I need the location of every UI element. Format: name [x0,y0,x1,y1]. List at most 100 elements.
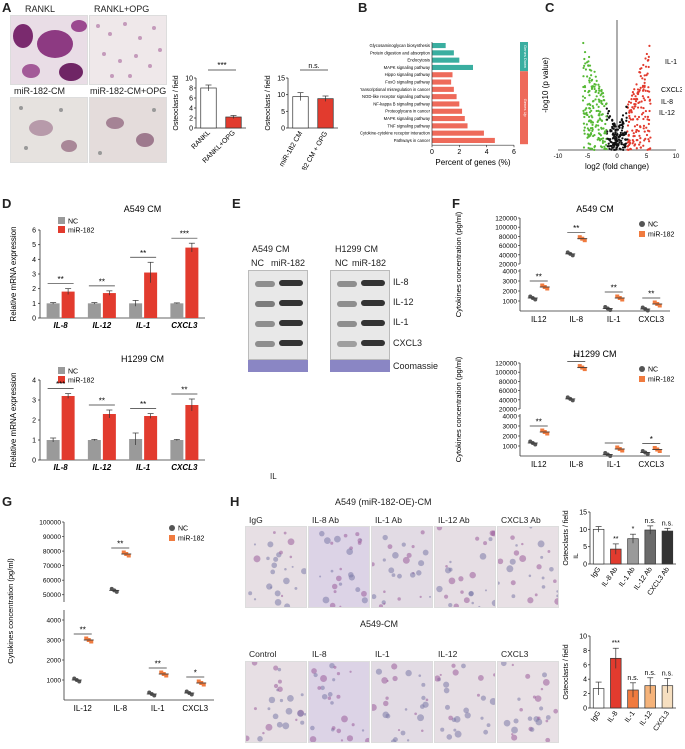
volcano-point [613,148,616,151]
y-tick-label: 8 [189,86,193,93]
x-tick-label: IL-1 [624,710,637,724]
volcano-point [638,143,641,146]
y-tick-label: 0 [583,706,587,713]
point-IL12-miR-182 [540,428,545,433]
micro-label-mir182-cm: miR-182-CM [14,86,66,96]
volcano-point [614,128,618,131]
pathway-bar-3 [432,64,473,70]
y-tick-label: 100000 [39,520,61,527]
pathway-label: Proteoglycans in cancer [385,109,430,114]
x-tick-label: IL-1 [607,460,621,469]
y-tick-label: 80000 [43,549,61,556]
point-IL12-miR-182 [545,286,550,291]
volcano-point [643,130,646,133]
y-tick-label: 2 [189,116,193,123]
sig-label: *** [612,640,620,647]
volcano-point [582,122,586,125]
volcano-point [616,143,619,146]
volcano-point [605,102,608,105]
volcano-point [588,79,591,82]
volcano-point [636,91,639,94]
h-top-label: IL-12 Ab [438,515,470,525]
y-tick-label: 70000 [43,563,61,570]
blot-row-cxcl3: CXCL3 [393,338,423,348]
volcano-point [647,138,650,141]
chart-b-kegg: Glycosaminoglycan biosynthesis Protein di… [360,42,528,167]
point-IL-12-miR-182 [89,639,94,644]
point-IL-8-miR-182 [577,235,582,240]
point-IL12-miR-182 [540,283,545,288]
x-tick-label: IL-1 [136,463,151,472]
volcano-point [588,102,591,105]
micrograph-mir182-cm-opg [89,97,167,163]
volcano-point [620,139,623,142]
volcano-point [583,96,587,100]
volcano-point [583,132,586,135]
y-tick-label: 10 [579,634,587,641]
legend-label-nc: NC [68,369,78,376]
pathway-label: TNF signaling pathway [387,123,430,128]
h-bottom-micrograph [371,661,433,743]
y-tick-label: 2 [32,418,36,425]
y-tick-label: 6 [583,662,587,669]
point-IL-1-miR-182 [164,673,169,678]
sig-label: ** [536,273,542,282]
bar-4 [661,530,674,565]
y-tick-label: 1 [32,301,36,308]
gene-label: IL-8 [661,99,673,106]
volcano-point [587,89,591,93]
chart-h-bottom: 0 2 4 6 8 10 Osteoclasts / field IgG IL-8 *** IL-1… [563,634,676,733]
volcano-point [588,94,591,97]
volcano-point [626,124,630,127]
volcano-point [599,110,602,113]
x-tick-label: IL-12 [639,710,654,727]
micrograph-rankl-opg [89,15,167,85]
volcano-point [636,138,639,142]
y-tick-label: 80000 [499,379,517,386]
volcano-point [645,133,649,137]
volcano-point [621,126,624,130]
micro-label-mir182-cm-opg: miR-182-CM+OPG [90,86,167,96]
volcano-point [595,95,598,98]
micrograph-rankl [10,15,88,85]
volcano-point [628,142,632,145]
sig-label: ** [181,386,187,395]
volcano-point [598,89,601,92]
x-tick-label: CXCL3 [652,710,671,733]
volcano-point [611,118,614,122]
volcano-point [593,87,596,91]
x-tick-label: -5 [585,154,591,160]
y-tick-label: 1000 [503,444,518,451]
volcano-point [599,94,602,97]
volcano-point [600,101,603,105]
volcano-point [647,86,650,89]
group-up-label: Genes Up [523,99,528,118]
x-tick-label: IL-1 [136,321,151,330]
y-tick-label: 5 [583,544,587,551]
bar-IL-12-miR-182 [102,293,116,318]
volcano-point [597,114,600,117]
pathway-label: Cytokine-cytokine receptor interaction [360,131,431,136]
volcano-point [635,130,638,134]
volcano-point [603,104,606,108]
legend-label-nc: NC [68,219,78,226]
volcano-point [645,126,648,129]
point-IL12-NC [533,297,538,302]
bar-CXCL3-miR-182 [185,247,199,318]
volcano-point [609,128,612,132]
volcano-point [643,78,646,81]
volcano-point [624,142,627,146]
volcano-point [595,109,598,113]
point-IL-1-NC [152,693,157,698]
volcano-point [644,89,647,92]
chart-f-h1299: H1299 CM NC miR-182 120000 100000 80000 60000 4… [454,349,675,469]
volcano-point [592,99,595,103]
volcano-point [646,115,650,118]
legend-swatch-nc [58,217,65,224]
volcano-point [634,103,637,106]
group-up-box [520,71,528,145]
h-bottom-title: A549-CM [360,619,399,629]
y-tick-label: 60000 [43,578,61,585]
volcano-point [610,148,613,151]
